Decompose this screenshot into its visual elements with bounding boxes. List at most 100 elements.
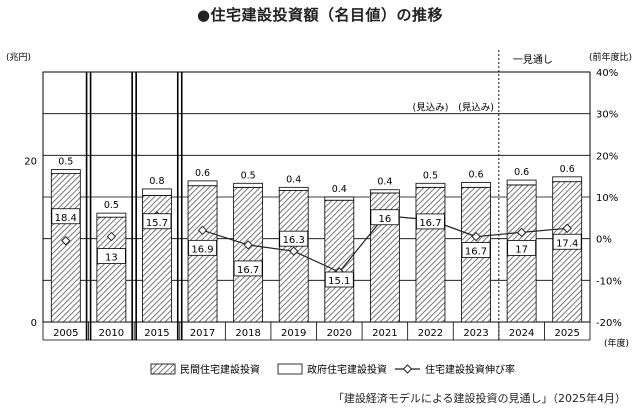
data-label-private-group: 16.9	[188, 239, 217, 256]
bar-private	[50, 173, 81, 323]
x-tick-label: 2020	[327, 328, 352, 339]
data-label-government: 0.8	[149, 176, 164, 187]
legend-swatch-private	[150, 363, 176, 375]
x-tick-label: 2005	[53, 328, 78, 339]
data-label-private-group: 17	[507, 240, 537, 256]
growth-marker	[516, 227, 527, 238]
x-axis-unit: (年度)	[604, 337, 629, 349]
data-label-government: 0.4	[377, 177, 392, 188]
data-label-private: 16.7	[465, 247, 487, 258]
data-label-box	[324, 271, 354, 288]
x-tick-label: 2024	[509, 328, 534, 339]
data-label-government: 0.6	[468, 169, 483, 180]
x-tick-label: 2017	[190, 328, 215, 339]
y-left-tick-label: 20	[24, 157, 37, 168]
bar-private	[278, 190, 309, 323]
data-label-government: 0.4	[286, 174, 301, 185]
data-label-box	[416, 213, 445, 230]
y-right-axis-label: (前年度比)	[589, 51, 632, 63]
bar-government	[233, 182, 264, 188]
x-tick-label: 2010	[99, 328, 124, 339]
data-label-government: 0.5	[104, 200, 119, 211]
forecast-label: (見込み)	[458, 103, 494, 114]
data-label-private-group: 16.7	[461, 242, 491, 258]
data-label-private: 16.9	[191, 244, 213, 255]
data-label-private: 16.7	[237, 265, 259, 276]
data-label-private: 13	[105, 253, 118, 264]
data-label-box	[507, 240, 537, 256]
data-label-private: 16	[379, 214, 392, 225]
data-label-private: 15.1	[328, 276, 350, 287]
data-label-box	[188, 239, 217, 256]
y-right-tick-label: -20%	[596, 318, 622, 329]
data-label-box	[461, 242, 491, 258]
outlook-label: 一見通し	[513, 54, 553, 66]
data-label-private: 18.4	[55, 213, 77, 224]
data-label-government: 0.6	[514, 167, 529, 178]
data-label-government: 0.6	[560, 164, 575, 175]
forecast-label: (見込み)	[412, 103, 448, 114]
legend-label-government: 政府住宅建設投資	[307, 363, 387, 376]
data-label-private-group: 17.4	[552, 233, 582, 250]
data-label-box	[233, 260, 263, 277]
y-right-tick-label: 20%	[596, 151, 618, 162]
data-label-private-group: 16	[370, 209, 400, 226]
data-label-box	[51, 208, 81, 225]
y-right-tick-label: 30%	[596, 110, 618, 121]
y-right-tick-label: 40%	[596, 68, 618, 79]
bar-government	[142, 188, 172, 196]
data-label-government: 0.5	[423, 170, 438, 181]
data-label-private-group: 18.4	[51, 208, 81, 225]
data-label-private-group: 16.7	[233, 260, 263, 277]
data-label-box	[370, 209, 400, 226]
bar-government	[324, 196, 355, 201]
data-label-government: 0.5	[58, 157, 73, 168]
bar-government	[50, 169, 81, 175]
bar-government	[461, 182, 491, 188]
x-tick-label: 2021	[372, 328, 397, 339]
x-tick-label: 2025	[554, 328, 579, 339]
legend-label-growth: 住宅建設投資伸び率	[425, 363, 515, 376]
y-left-axis-label: (兆円)	[6, 52, 31, 63]
x-tick-label: 2019	[281, 328, 306, 339]
bar-private	[415, 186, 446, 323]
growth-marker	[289, 246, 299, 256]
y-right-tick-label: 0%	[596, 235, 612, 246]
data-label-private-group: 15.7	[142, 213, 172, 230]
chart-title: ●住宅建設投資額（名目値）の推移	[196, 6, 444, 24]
data-label-private-group: 16.7	[416, 213, 445, 230]
growth-marker	[243, 240, 253, 250]
bar-private	[324, 199, 355, 323]
data-label-box	[279, 230, 309, 247]
data-label-private: 16.3	[283, 235, 305, 246]
y-right-tick-label: -10%	[596, 276, 622, 287]
data-label-private-group: 15.1	[324, 271, 354, 288]
data-label-box	[96, 248, 126, 264]
growth-marker	[562, 223, 572, 233]
data-label-private-group: 13	[96, 248, 126, 264]
bar-government	[369, 189, 400, 194]
data-label-box	[142, 213, 172, 230]
data-label-government: 0.6	[195, 168, 210, 179]
x-tick-label: 2015	[144, 328, 169, 339]
data-label-government: 0.4	[332, 184, 347, 195]
bar-private	[233, 186, 264, 323]
legend-swatch-government	[277, 363, 303, 375]
growth-marker	[197, 225, 208, 236]
data-label-private: 15.7	[146, 218, 168, 229]
data-label-private: 17.4	[556, 238, 578, 249]
bar-government	[506, 179, 537, 186]
bar-government	[96, 212, 127, 218]
bar-government	[415, 182, 446, 188]
data-label-private: 17	[515, 244, 528, 255]
x-tick-label: 2023	[463, 328, 488, 339]
x-tick-label: 2018	[235, 328, 260, 339]
y-left-tick-label: 0	[31, 318, 37, 329]
x-tick-label: 2022	[418, 328, 443, 339]
bar-government	[278, 186, 309, 191]
data-label-private-group: 16.3	[279, 230, 309, 247]
legend-swatch-marker	[402, 364, 413, 374]
y-right-tick-label: 10%	[596, 193, 618, 204]
legend-label-private: 民間住宅建設投資	[180, 363, 260, 376]
